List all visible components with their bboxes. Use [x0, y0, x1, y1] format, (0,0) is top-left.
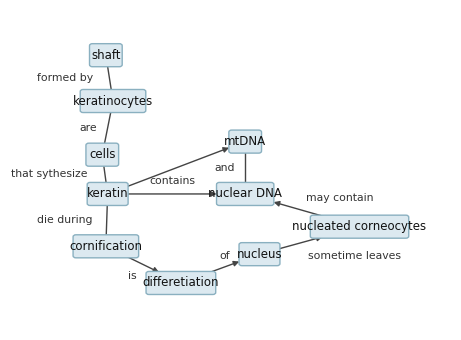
Text: keratinocytes: keratinocytes	[73, 95, 153, 107]
FancyBboxPatch shape	[86, 143, 118, 166]
Text: sometime leaves: sometime leaves	[308, 251, 401, 260]
FancyBboxPatch shape	[87, 183, 128, 205]
Text: contains: contains	[149, 176, 195, 186]
Text: of: of	[219, 251, 230, 260]
FancyBboxPatch shape	[80, 89, 146, 113]
Text: keratin: keratin	[87, 187, 129, 201]
Text: may contain: may contain	[306, 193, 373, 203]
Text: differetiation: differetiation	[142, 276, 219, 289]
Text: and: and	[214, 163, 235, 173]
Text: is: is	[128, 271, 136, 281]
FancyBboxPatch shape	[73, 235, 139, 258]
FancyBboxPatch shape	[229, 130, 261, 153]
Text: are: are	[79, 123, 97, 133]
Text: nuclear DNA: nuclear DNA	[208, 187, 282, 201]
FancyBboxPatch shape	[89, 44, 122, 67]
FancyBboxPatch shape	[239, 243, 280, 266]
Text: that sythesize: that sythesize	[11, 169, 87, 179]
Text: die during: die during	[37, 215, 93, 225]
Text: cells: cells	[89, 148, 116, 161]
Text: mtDNA: mtDNA	[224, 135, 266, 148]
FancyBboxPatch shape	[146, 271, 216, 294]
FancyBboxPatch shape	[310, 215, 409, 238]
Text: cornification: cornification	[69, 240, 142, 253]
Text: nucleated corneocytes: nucleated corneocytes	[292, 220, 426, 233]
Text: nucleus: nucleus	[236, 248, 282, 261]
Text: shaft: shaft	[91, 49, 121, 62]
Text: formed by: formed by	[37, 73, 93, 83]
FancyBboxPatch shape	[217, 183, 274, 205]
